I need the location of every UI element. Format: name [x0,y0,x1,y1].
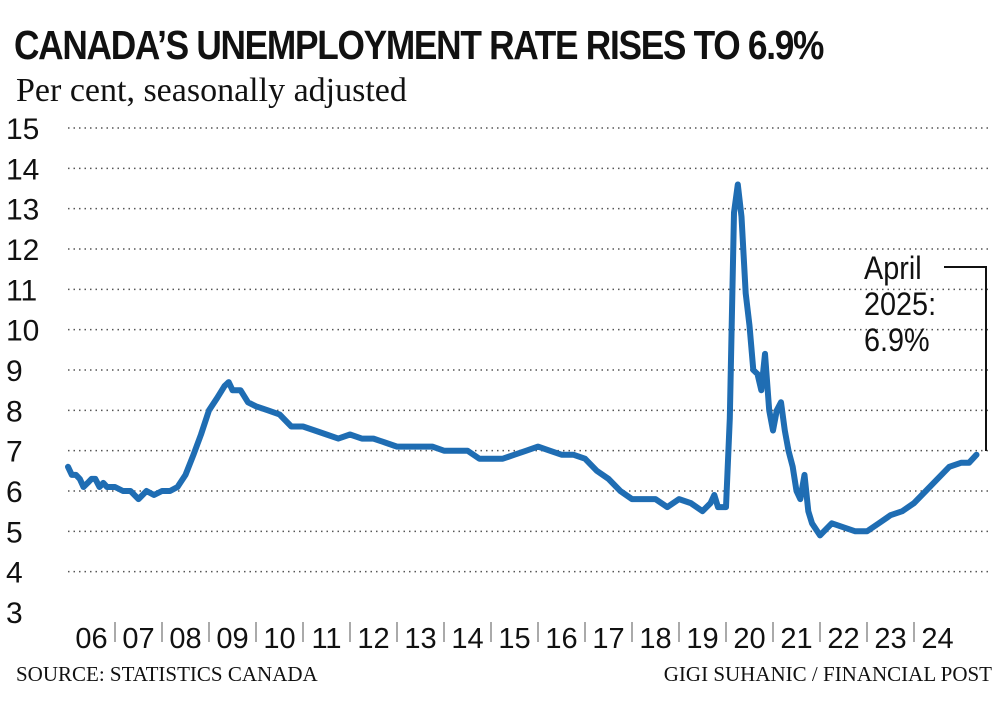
x-tick-label-08: 08 [169,623,201,655]
y-tick-label-11: 11 [6,274,37,307]
x-tick-label-19: 19 [686,623,718,655]
x-tick-label-15: 15 [498,623,530,655]
x-tick-label-16: 16 [545,623,577,655]
x-tick-label-24: 24 [921,623,953,655]
x-tick-label-18: 18 [639,623,671,655]
y-axis-tick-labels: 15 14 13 12 11 10 9 8 7 6 5 4 3 [6,113,39,630]
chart-subtitle: Per cent, seasonally adjusted [16,72,407,109]
y-tick-label-8: 8 [6,395,23,428]
y-tick-label-10: 10 [6,315,39,348]
x-tick-label-06: 06 [75,623,107,655]
y-tick-label-3: 3 [6,597,23,630]
x-tick-label-13: 13 [404,623,436,655]
author-credit: GIGI SUHANIC / FINANCIAL POST [663,662,992,686]
annotation-line-3: 6.9% [864,322,930,358]
y-tick-label-5: 5 [6,516,23,549]
y-tick-label-4: 4 [6,557,23,590]
x-tick-label-23: 23 [874,623,906,655]
x-tick-label-20: 20 [733,623,765,655]
y-tick-label-15: 15 [6,113,39,146]
chart-title: CANADA’S UNEMPLOYMENT RATE RISES TO 6.9% [14,22,824,68]
y-tick-label-14: 14 [6,153,39,186]
gridlines [68,127,990,573]
x-tick-label-10: 10 [263,623,295,655]
series-line-0 [65,181,980,539]
series-group [65,181,980,539]
x-tick-label-22: 22 [827,623,859,655]
x-tick-label-21: 21 [780,623,812,655]
x-tick-label-14: 14 [451,623,483,655]
y-tick-label-9: 9 [6,355,23,388]
annotation-leader-line [944,266,987,451]
annotation-line-1: April [864,250,922,286]
x-tick-label-12: 12 [357,623,389,655]
latest-value-annotation: April 2025: 6.9% [864,250,936,358]
x-tick-label-07: 07 [122,623,154,655]
annotation-line-2: 2025: [864,286,937,322]
x-tick-label-11: 11 [311,623,341,655]
source-note: SOURCE: STATISTICS CANADA [16,662,318,686]
y-tick-label-13: 13 [6,194,39,227]
x-axis-tick-labels: 06 07 08 09 10 11 12 13 14 15 16 17 18 19 20 21 22 23 24 [75,622,954,655]
x-tick-label-09: 09 [216,623,248,655]
y-tick-label-12: 12 [6,234,39,267]
x-tick-label-17: 17 [592,623,624,655]
y-tick-label-7: 7 [6,436,23,469]
y-tick-label-6: 6 [6,476,23,509]
